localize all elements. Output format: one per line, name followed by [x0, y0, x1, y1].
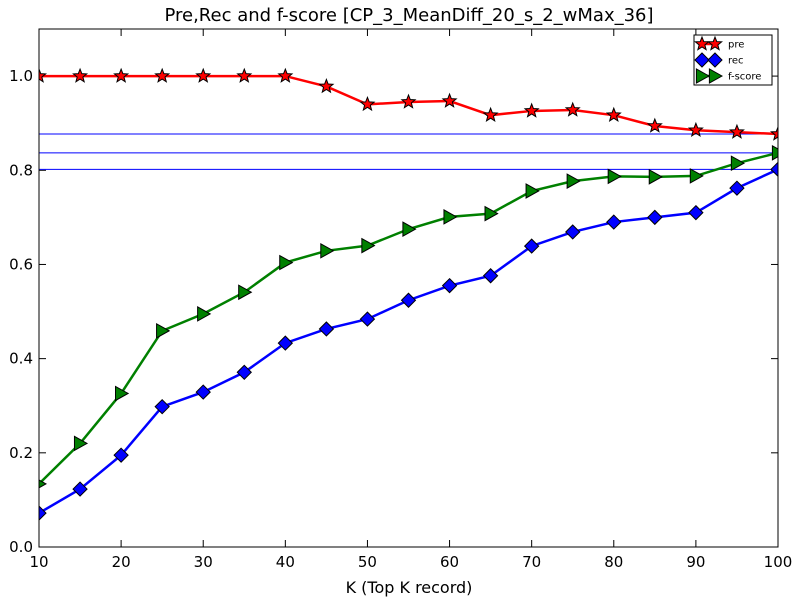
plot-area: 10 20 30 40 50 60 70 80 90 100 0.0 0.2 0.4 0.6 0.8 1.0 — [9, 28, 793, 571]
data-point-pre — [770, 125, 778, 141]
legend-marker-rec — [694, 52, 710, 68]
data-point-rec — [39, 505, 47, 521]
data-point-rec — [359, 311, 376, 327]
data-point-f-score — [689, 168, 704, 184]
data-point-rec — [770, 161, 778, 178]
data-point-rec — [729, 180, 745, 196]
data-point-pre — [72, 67, 89, 83]
chart-title: Pre,Rec and f-score [CP_3_MeanDiff_20_s_… — [164, 5, 653, 26]
x-tick-label: 10 — [29, 553, 48, 571]
y-tick-label: 0.2 — [9, 444, 33, 462]
plot-frame — [38, 28, 779, 548]
data-point-f-score — [730, 155, 745, 172]
data-point-pre — [687, 121, 704, 138]
data-point-f-score — [73, 435, 89, 452]
data-point-f-score — [39, 479, 48, 489]
data-point-pre — [400, 93, 417, 109]
data-point-f-score — [197, 306, 212, 322]
data-point-pre — [359, 95, 376, 112]
data-point-f-score — [771, 144, 778, 161]
data-point-f-score — [402, 221, 417, 237]
x-tick-label: 100 — [764, 553, 793, 571]
x-tick-label: 30 — [194, 553, 213, 571]
data-point-pre — [646, 117, 663, 133]
data-point-f-score — [238, 284, 253, 301]
y-tick-label: 0.4 — [9, 350, 33, 368]
y-tick-label: 0.0 — [9, 538, 33, 556]
data-point-f-score — [525, 183, 540, 199]
legend-marker-f-score — [708, 68, 724, 84]
data-point-pre — [523, 102, 540, 118]
plot-content — [39, 67, 778, 521]
y-tick-label: 0.8 — [9, 161, 33, 179]
data-point-rec — [195, 384, 211, 400]
legend-label-pre: pre — [728, 40, 744, 51]
legend-marker-pre — [694, 35, 710, 51]
data-point-rec — [482, 268, 499, 284]
legend: pre rec f-score — [693, 34, 773, 86]
data-point-f-score — [648, 169, 663, 185]
y-tick-label: 1.0 — [9, 67, 33, 85]
legend-marker-rec — [707, 52, 723, 68]
data-point-pre — [564, 101, 581, 117]
x-axis-label: K (Top K record) — [346, 578, 473, 597]
x-tick-label: 70 — [522, 553, 541, 571]
data-point-pre — [605, 106, 622, 122]
data-point-pre — [236, 67, 253, 83]
data-point-rec — [441, 277, 458, 294]
data-point-rec — [113, 447, 129, 463]
legend-label-f-score: f-score — [728, 72, 761, 83]
x-tick-label: 50 — [358, 553, 377, 571]
data-point-pre — [318, 78, 335, 94]
x-tick-label: 40 — [276, 553, 295, 571]
legend-label-rec: rec — [728, 56, 744, 67]
x-tick-label: 60 — [440, 553, 459, 571]
data-point-f-score — [361, 237, 376, 254]
data-point-f-score — [279, 254, 294, 271]
data-point-f-score — [607, 168, 622, 185]
data-point-rec — [565, 224, 581, 240]
legend-marker-pre — [707, 35, 723, 51]
data-point-pre — [113, 67, 130, 83]
plot-background — [39, 29, 778, 547]
y-tick-label: 0.6 — [9, 255, 33, 273]
data-point-pre — [728, 123, 745, 139]
data-point-f-score — [156, 323, 171, 339]
data-point-rec — [277, 335, 294, 351]
data-point-rec — [688, 204, 704, 221]
data-point-f-score — [443, 209, 458, 225]
data-point-rec — [72, 481, 88, 497]
data-point-pre — [195, 67, 212, 83]
data-point-pre — [482, 106, 499, 122]
data-point-pre — [154, 67, 171, 83]
data-point-rec — [154, 398, 170, 415]
data-point-f-score — [320, 242, 335, 259]
data-point-rec — [318, 321, 335, 337]
data-point-rec — [400, 292, 417, 308]
data-point-f-score — [566, 173, 581, 189]
x-tick-label: 90 — [686, 553, 705, 571]
data-point-rec — [606, 214, 622, 230]
data-point-pre — [39, 67, 47, 83]
data-point-rec — [647, 209, 663, 226]
data-point-pre — [441, 92, 458, 108]
data-point-rec — [236, 364, 252, 381]
x-tick-label: 20 — [112, 553, 131, 571]
data-point-pre — [277, 67, 294, 83]
legend-marker-f-score — [695, 68, 711, 84]
data-point-f-score — [115, 385, 130, 402]
data-point-rec — [523, 238, 540, 254]
x-tick-label: 80 — [604, 553, 623, 571]
data-point-f-score — [484, 205, 499, 222]
